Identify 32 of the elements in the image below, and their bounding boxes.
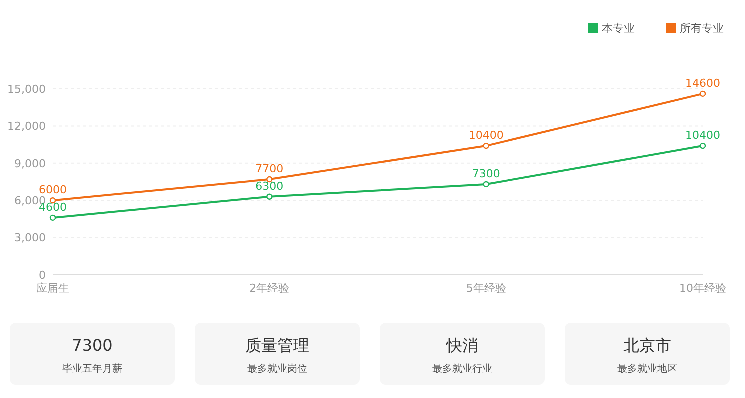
point	[700, 90, 706, 98]
x-tick-label: 10年经验	[680, 282, 726, 295]
text: 毕业五年月薪	[62, 363, 122, 375]
data-label: 6000	[39, 184, 67, 197]
data-label: 10400	[468, 129, 504, 142]
point	[266, 194, 273, 200]
text: 最多就业地区	[618, 363, 678, 375]
point	[483, 142, 490, 150]
x-tick-label: 2年经验	[250, 282, 290, 295]
text: 最多就业行业	[432, 363, 492, 375]
data-label: 14600	[686, 76, 720, 90]
data-label: 7700	[256, 162, 284, 176]
legend-label: 本专业	[602, 22, 635, 35]
data-label: 6300	[256, 180, 284, 193]
y-tick-label: 15,000	[8, 82, 46, 96]
text: 7300	[72, 336, 113, 355]
y-tick-label: 12,000	[8, 120, 46, 134]
text: 快消	[446, 336, 478, 355]
text: 最多就业岗位	[248, 363, 308, 375]
y-tick-label: 9,000	[14, 157, 46, 170]
text: 北京市	[624, 336, 672, 355]
text: 质量管理	[246, 336, 310, 355]
data-label: 7300	[472, 167, 500, 180]
point	[50, 214, 56, 222]
legend-label: 所有专业	[680, 22, 724, 35]
x-tick-label: 5年经验	[466, 282, 506, 295]
y-tick-label: 0	[39, 268, 46, 282]
y-tick-label: 3,000	[14, 232, 46, 245]
x-tick-label: 应届生	[36, 282, 70, 295]
point	[483, 181, 490, 188]
point	[700, 142, 706, 150]
data-label: 10400	[686, 129, 720, 142]
